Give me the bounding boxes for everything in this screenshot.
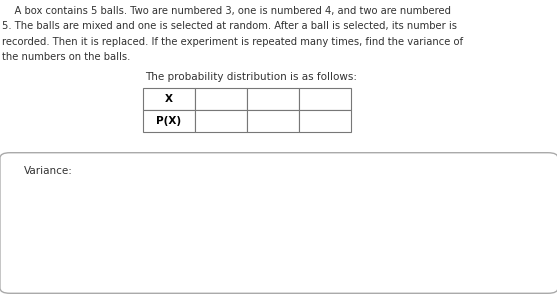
Text: the numbers on the balls.: the numbers on the balls.: [2, 53, 130, 63]
Bar: [143, 88, 195, 110]
Bar: [247, 88, 299, 110]
Text: X: X: [165, 94, 173, 104]
Text: P(X): P(X): [157, 116, 182, 126]
Text: recorded. Then it is replaced. If the experiment is repeated many times, find th: recorded. Then it is replaced. If the ex…: [2, 37, 463, 47]
Bar: [299, 110, 351, 132]
Bar: [195, 88, 247, 110]
Text: 5. The balls are mixed and one is selected at random. After a ball is selected, : 5. The balls are mixed and one is select…: [2, 21, 457, 31]
Bar: [247, 110, 299, 132]
Bar: [299, 88, 351, 110]
Text: A box contains 5 balls. Two are numbered 3, one is numbered 4, and two are numbe: A box contains 5 balls. Two are numbered…: [2, 6, 451, 16]
Bar: [143, 110, 195, 132]
FancyBboxPatch shape: [0, 153, 557, 293]
Bar: [195, 110, 247, 132]
Text: The probability distribution is as follows:: The probability distribution is as follo…: [145, 72, 357, 82]
Text: Variance:: Variance:: [24, 166, 73, 176]
